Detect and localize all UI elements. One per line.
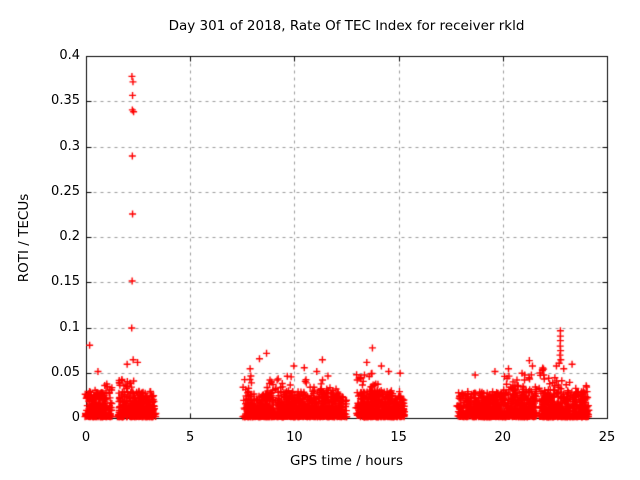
x-tick-label: 5 — [186, 430, 195, 445]
x-tick-label: 20 — [494, 430, 512, 445]
x-tick-label: 10 — [286, 430, 303, 445]
y-tick-label: 0.15 — [51, 274, 80, 290]
y-tick-label: 0 — [71, 410, 80, 425]
y-tick-label: 0.35 — [51, 93, 80, 109]
y-tick-label: 0.25 — [51, 183, 80, 199]
x-tick-label: 0 — [81, 430, 91, 445]
y-axis-label: ROTI / TECUs — [16, 193, 32, 283]
x-tick-label: 15 — [390, 430, 407, 445]
y-tick-label: 0.4 — [59, 48, 80, 63]
y-tick-label: 0.05 — [51, 364, 80, 380]
y-tick-label: 0.2 — [59, 229, 80, 244]
y-tick-label: 0.1 — [59, 319, 80, 335]
x-tick-label: 25 — [598, 430, 616, 445]
x-axis-label: GPS time / hours — [289, 453, 404, 469]
y-tick-label: 0.3 — [59, 138, 80, 154]
